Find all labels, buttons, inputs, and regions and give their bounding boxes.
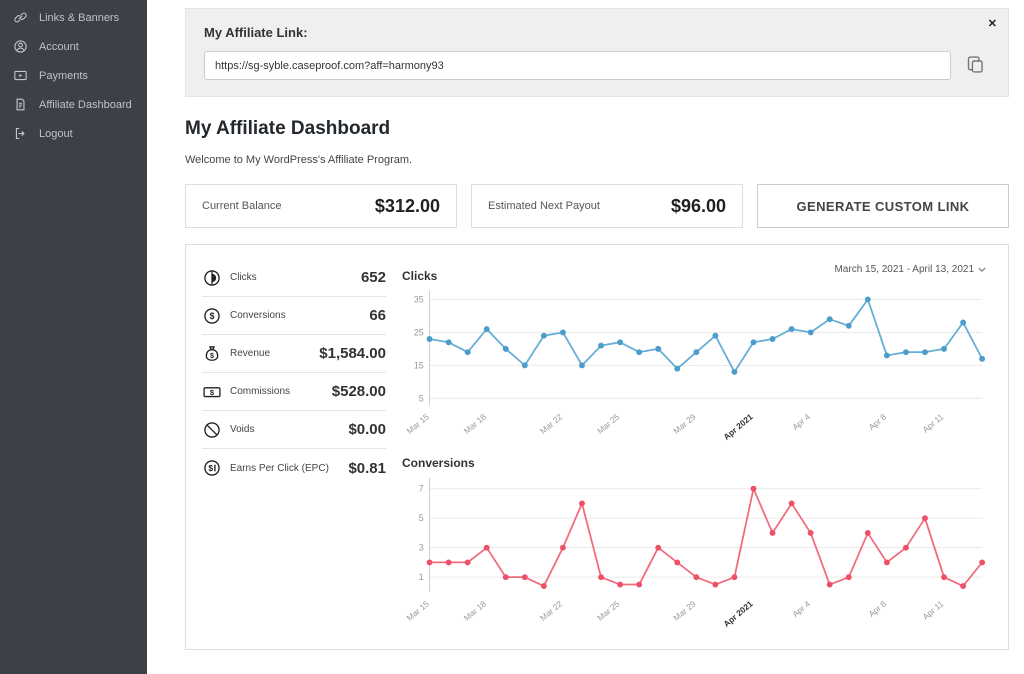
svg-text:Apr 11: Apr 11 <box>921 599 946 622</box>
svg-text:$: $ <box>210 387 215 396</box>
sidebar-item-payments[interactable]: Payments <box>0 61 147 90</box>
date-range-selector[interactable]: March 15, 2021 - April 13, 2021 <box>828 263 992 276</box>
stat-row-voids: Voids $0.00 <box>202 411 386 449</box>
svg-text:35: 35 <box>414 294 424 304</box>
stat-row-epc: $ Earns Per Click (EPC) $0.81 <box>202 449 386 487</box>
payments-icon <box>14 70 27 81</box>
conversions-icon: $ <box>204 307 220 324</box>
stat-row-conversions: $ Conversions 66 <box>202 297 386 335</box>
summary-row: Current Balance $312.00 Estimated Next P… <box>185 184 1009 228</box>
chevron-down-icon <box>978 267 986 272</box>
stat-value: $528.00 <box>331 383 386 400</box>
sidebar-item-links-banners[interactable]: Links & Banners <box>0 3 147 32</box>
copy-link-button[interactable] <box>960 53 990 79</box>
page-title: My Affiliate Dashboard <box>185 118 391 139</box>
stat-label: Clicks <box>230 272 257 283</box>
stat-label: Voids <box>230 424 255 435</box>
affiliate-link-row <box>204 51 990 80</box>
stat-value: $0.81 <box>348 459 386 477</box>
svg-text:Mar 18: Mar 18 <box>462 599 489 624</box>
stat-label: Earns Per Click (EPC) <box>230 462 329 474</box>
svg-text:Mar 29: Mar 29 <box>671 411 698 436</box>
next-payout-label: Estimated Next Payout <box>488 200 600 212</box>
sidebar-item-logout[interactable]: Logout <box>0 119 147 148</box>
current-balance-box: Current Balance $312.00 <box>185 184 457 228</box>
affiliate-link-card: ✕ My Affiliate Link: <box>185 8 1009 97</box>
svg-text:$: $ <box>210 311 215 321</box>
conversions-chart: 1 3 5 7 Mar 15 Mar 18 Mar 22 Mar 25 Mar 29 Apr 20… <box>405 478 986 630</box>
current-balance-value: $312.00 <box>374 195 440 216</box>
stat-label: Revenue <box>230 348 271 359</box>
stat-label: Conversions <box>230 310 286 321</box>
svg-text:Mar 22: Mar 22 <box>538 411 565 436</box>
stat-value: 66 <box>369 307 386 324</box>
clicks-icon <box>204 269 220 286</box>
stat-label: Commissions <box>230 386 291 397</box>
sidebar-item-label: Payments <box>39 69 88 82</box>
voids-icon <box>204 421 220 438</box>
svg-text:Apr 8: Apr 8 <box>866 599 888 620</box>
svg-text:Mar 15: Mar 15 <box>405 599 432 624</box>
svg-text:Mar 15: Mar 15 <box>405 411 432 436</box>
next-payout-value: $96.00 <box>670 195 726 216</box>
welcome-text: Welcome to My WordPress's Affiliate Prog… <box>185 154 413 166</box>
svg-text:Apr 2021: Apr 2021 <box>721 599 755 630</box>
date-range-label: March 15, 2021 - April 13, 2021 <box>834 264 974 275</box>
svg-text:25: 25 <box>414 327 424 337</box>
svg-text:15: 15 <box>414 360 424 370</box>
stat-value: $0.00 <box>348 421 386 438</box>
dashboard-icon <box>16 98 25 111</box>
generate-custom-link-button[interactable]: GENERATE CUSTOM LINK <box>757 184 1009 228</box>
stats-list: Clicks 652 $ Conversions 66 $ <box>202 259 386 635</box>
affiliate-link-input[interactable] <box>204 51 951 80</box>
conversions-chart-title: Conversions <box>402 456 475 471</box>
svg-text:Apr 11: Apr 11 <box>921 411 946 434</box>
commissions-icon: $ <box>203 386 221 397</box>
svg-text:Apr 4: Apr 4 <box>790 599 812 620</box>
main-content: ✕ My Affiliate Link: My Affiliate Dashbo… <box>147 0 1024 674</box>
svg-text:Mar 25: Mar 25 <box>595 411 622 436</box>
svg-text:Mar 18: Mar 18 <box>462 411 489 436</box>
logout-icon <box>15 127 25 140</box>
svg-text:1: 1 <box>419 572 424 582</box>
current-balance-label: Current Balance <box>202 200 282 212</box>
close-icon[interactable]: ✕ <box>986 15 999 32</box>
charts-area: March 15, 2021 - April 13, 2021 Clicks 5… <box>402 259 992 635</box>
svg-text:Apr 4: Apr 4 <box>790 411 812 432</box>
svg-text:$: $ <box>208 463 213 473</box>
sidebar-item-affiliate-dashboard[interactable]: Affiliate Dashboard <box>0 90 147 119</box>
next-payout-box: Estimated Next Payout $96.00 <box>471 184 743 228</box>
sidebar-item-label: Account <box>39 40 79 53</box>
sidebar-item-label: Logout <box>39 127 73 140</box>
affiliate-link-title: My Affiliate Link: <box>204 25 308 40</box>
sidebar-item-label: Affiliate Dashboard <box>39 98 132 111</box>
svg-text:3: 3 <box>419 543 424 553</box>
stat-row-clicks: Clicks 652 <box>202 259 386 297</box>
sidebar: Links & Banners Account Payments Affilia… <box>0 0 147 674</box>
copy-icon <box>967 55 983 73</box>
svg-text:5: 5 <box>419 393 424 403</box>
svg-text:Apr 2021: Apr 2021 <box>721 411 755 442</box>
svg-text:Mar 22: Mar 22 <box>538 599 565 624</box>
stat-row-revenue: $ Revenue $1,584.00 <box>202 335 386 373</box>
svg-text:$: $ <box>210 352 214 360</box>
sidebar-item-label: Links & Banners <box>39 11 120 24</box>
link-icon <box>14 12 27 23</box>
revenue-icon: $ <box>205 345 219 361</box>
sidebar-item-account[interactable]: Account <box>0 32 147 61</box>
epc-icon: $ <box>204 460 220 476</box>
clicks-chart-title: Clicks <box>402 269 438 283</box>
stat-value: 652 <box>360 269 386 286</box>
svg-text:Mar 25: Mar 25 <box>595 599 622 624</box>
svg-text:5: 5 <box>419 513 424 523</box>
svg-text:Mar 29: Mar 29 <box>671 599 698 624</box>
stat-value: $1,584.00 <box>319 345 386 362</box>
dashboard-panel: Clicks 652 $ Conversions 66 $ <box>185 244 1009 651</box>
svg-text:7: 7 <box>419 484 424 494</box>
clicks-chart: 5 15 25 35 Mar 15 Mar 18 Mar 22 Mar 25 Mar 29 Apr… <box>405 290 986 442</box>
svg-text:Apr 8: Apr 8 <box>866 411 888 432</box>
stat-row-commissions: $ Commissions $528.00 <box>202 373 386 411</box>
account-icon <box>14 40 27 53</box>
